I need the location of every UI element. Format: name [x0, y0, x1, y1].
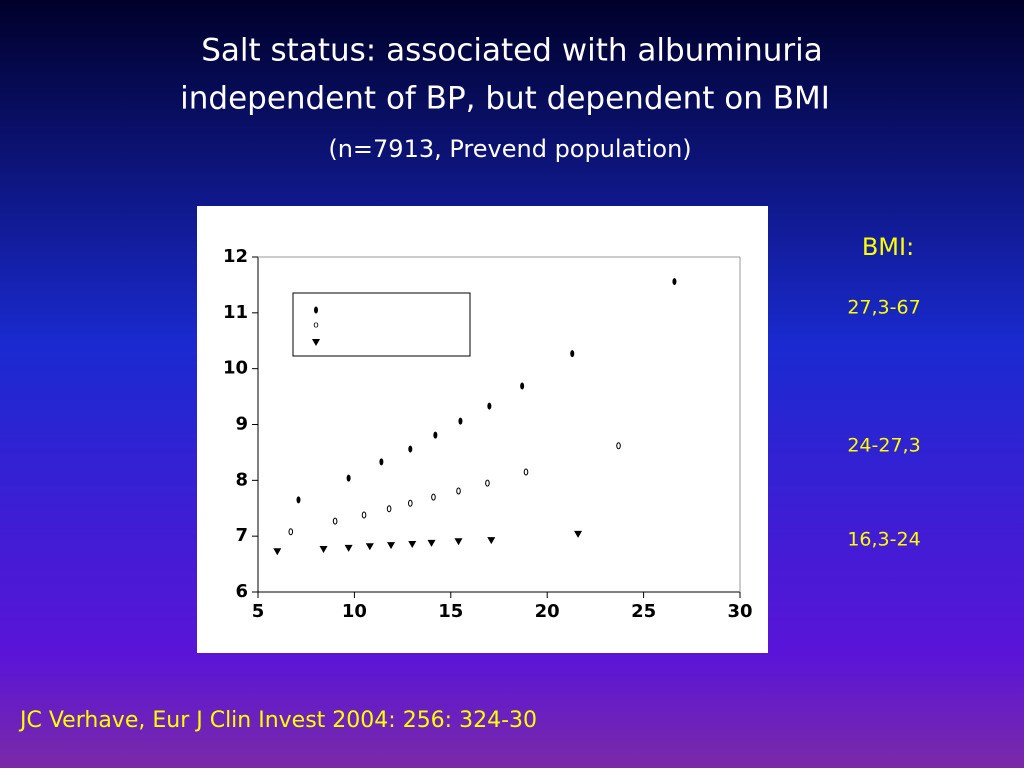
point [288, 528, 294, 536]
x-tick-label: 10 [342, 601, 367, 622]
point [454, 538, 463, 546]
citation: JC Verhave, Eur J Clin Invest 2004: 256:… [18, 708, 537, 733]
point [408, 540, 417, 548]
y-tick-label: 9 [235, 414, 248, 435]
y-tick-label: 10 [223, 358, 248, 379]
point [386, 505, 392, 513]
point [427, 539, 436, 547]
series-label: 16,3-24 [847, 529, 920, 551]
y-tick-label: 11 [223, 302, 248, 323]
point [296, 496, 301, 504]
x-tick-label: 15 [438, 601, 463, 622]
point [616, 442, 621, 450]
y-tick-label: 12 [223, 246, 248, 267]
point [487, 402, 492, 410]
point [344, 544, 353, 552]
point [456, 487, 461, 495]
point [520, 382, 525, 390]
point [485, 479, 490, 487]
legend-box [292, 292, 471, 357]
series-label: 27,3-67 [847, 297, 920, 319]
x-tick-label: 20 [535, 601, 560, 622]
y-tick-label: 7 [235, 525, 248, 546]
legend-marker [312, 339, 320, 346]
point [408, 445, 413, 453]
y-tick-label: 6 [235, 581, 248, 602]
subtitle: (n=7913, Prevend population) [328, 135, 691, 163]
point [346, 474, 351, 482]
y-tick-label: 8 [235, 469, 248, 490]
x-tick-label: 5 [252, 601, 265, 622]
point [273, 548, 282, 556]
legend-marker [314, 306, 318, 314]
title-line: independent of BP, but dependent on BMI [180, 81, 830, 117]
title-line: Salt status: associated with albuminuria [201, 33, 823, 69]
point [319, 546, 328, 554]
point [574, 530, 583, 538]
point [672, 278, 677, 286]
x-tick-label: 25 [631, 601, 656, 622]
point [361, 511, 367, 519]
point [570, 350, 575, 358]
point [523, 468, 529, 476]
legend-heading: BMI: [862, 233, 914, 261]
legend-marker: o [313, 321, 319, 331]
x-tick-label: 30 [727, 601, 752, 622]
point [487, 537, 496, 545]
point [365, 543, 374, 551]
point [433, 431, 438, 439]
point [332, 517, 338, 525]
point [458, 417, 463, 425]
point [408, 499, 413, 507]
series-label: 24-27,3 [847, 435, 920, 457]
chart-panel [197, 206, 768, 653]
point [387, 542, 396, 550]
point [431, 493, 436, 501]
point [379, 458, 384, 466]
